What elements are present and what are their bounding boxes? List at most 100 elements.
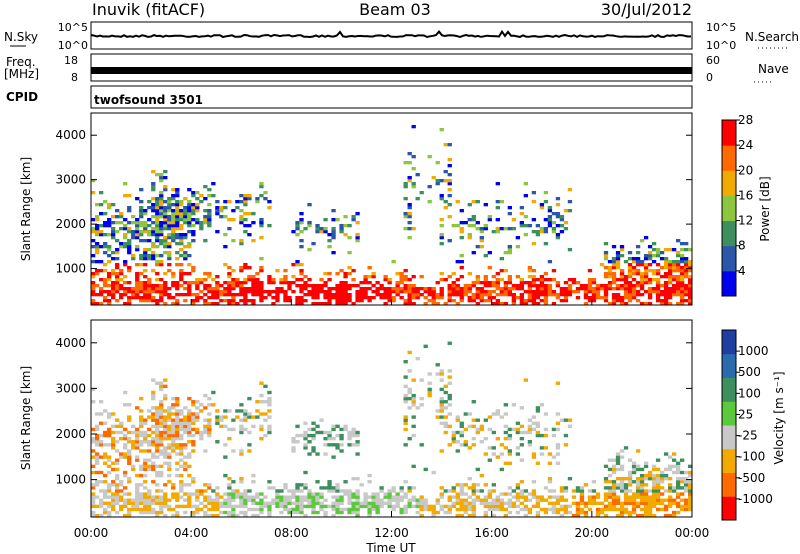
- heatmap-cell: [179, 418, 184, 422]
- heatmap-cell: [167, 233, 172, 237]
- heatmap-cell: [159, 510, 164, 515]
- heatmap-cell: [199, 507, 204, 512]
- heatmap-cell: [175, 251, 180, 255]
- heatmap-cell: [471, 299, 476, 303]
- heatmap-cell: [119, 421, 124, 425]
- heatmap-cell: [203, 489, 208, 493]
- heatmap-cell: [507, 251, 512, 255]
- heatmap-cell: [395, 498, 400, 502]
- heatmap-cell: [471, 510, 476, 515]
- heatmap-cell: [191, 480, 196, 484]
- heatmap-cell: [459, 287, 464, 291]
- heatmap-cell: [227, 287, 232, 291]
- heatmap-cell: [607, 272, 613, 276]
- heatmap-cell: [223, 473, 228, 478]
- heatmap-cell: [211, 287, 216, 291]
- x-tick-label: 08:00: [274, 526, 309, 540]
- heatmap-cell: [459, 254, 464, 258]
- heatmap-cell: [451, 495, 456, 499]
- heatmap-cell: [247, 194, 252, 198]
- heatmap-cell: [303, 446, 308, 450]
- heatmap-cell: [311, 446, 316, 450]
- heatmap-cell: [531, 421, 537, 425]
- heatmap-cell: [563, 489, 569, 493]
- heatmap-cell: [631, 480, 637, 484]
- heatmap-cell: [207, 486, 212, 490]
- heatmap-cell: [567, 287, 573, 291]
- heatmap-cell: [603, 513, 609, 518]
- colorbar-tick-label: 28: [738, 113, 753, 127]
- heatmap-cell: [547, 489, 553, 493]
- heatmap-cell: [535, 287, 541, 291]
- heatmap-cell: [683, 507, 689, 512]
- heatmap-cell: [295, 227, 300, 231]
- heatmap-cell: [575, 281, 581, 285]
- heatmap-cell: [519, 507, 525, 512]
- heatmap-cell: [119, 424, 124, 429]
- heatmap-cell: [215, 440, 220, 444]
- heatmap-cell: [215, 206, 220, 210]
- heatmap-cell: [379, 498, 384, 502]
- heatmap-cell: [651, 467, 657, 472]
- heatmap-cell: [455, 224, 460, 228]
- heatmap-cell: [379, 486, 384, 490]
- heatmap-cell: [207, 430, 212, 435]
- heatmap-cell: [247, 299, 252, 303]
- heatmap-cell: [687, 492, 693, 496]
- heatmap-cell: [615, 467, 621, 472]
- heatmap-cell: [143, 504, 148, 509]
- heatmap-cell: [307, 293, 312, 297]
- heatmap-cell: [135, 272, 140, 276]
- heatmap-cell: [507, 501, 512, 505]
- heatmap-cell: [403, 421, 408, 425]
- heatmap-cell: [259, 299, 264, 303]
- heatmap-cell: [671, 293, 677, 297]
- heatmap-cell: [103, 409, 108, 413]
- heatmap-cell: [91, 464, 96, 469]
- heatmap-cell: [111, 290, 116, 294]
- heatmap-cell: [387, 293, 392, 297]
- heatmap-cell: [191, 449, 196, 453]
- heatmap-cell: [119, 245, 124, 249]
- heatmap-cell: [239, 498, 244, 502]
- heatmap-cell: [243, 218, 248, 222]
- heatmap-cell: [159, 440, 164, 444]
- heatmap-cell: [591, 489, 597, 493]
- heatmap-cell: [159, 470, 164, 475]
- heatmap-cell: [679, 269, 685, 273]
- heatmap-cell: [139, 230, 144, 234]
- heatmap-cell: [115, 498, 120, 502]
- heatmap-cell: [407, 179, 412, 183]
- heatmap-cell: [415, 501, 420, 505]
- heatmap-cell: [143, 473, 148, 478]
- heatmap-cell: [159, 260, 164, 264]
- heatmap-cell: [127, 440, 132, 444]
- heatmap-cell: [535, 501, 541, 505]
- heatmap-cell: [575, 287, 581, 291]
- heatmap-cell: [351, 433, 356, 438]
- heatmap-cell: [427, 287, 432, 291]
- heatmap-cell: [583, 284, 589, 288]
- heatmap-cell: [631, 293, 637, 297]
- heatmap-cell: [147, 501, 152, 505]
- heatmap-cell: [291, 507, 296, 512]
- heatmap-cell: [423, 498, 428, 502]
- heatmap-cell: [607, 302, 613, 306]
- heatmap-cell: [111, 492, 116, 496]
- heatmap-cell: [343, 299, 348, 303]
- heatmap-cell: [563, 287, 569, 291]
- heatmap-cell: [227, 492, 232, 496]
- heatmap-cell: [207, 218, 212, 222]
- heatmap-cell: [679, 257, 685, 261]
- heatmap-cell: [435, 302, 440, 306]
- heatmap-cell: [251, 495, 256, 499]
- heatmap-cell: [647, 507, 653, 512]
- heatmap-cell: [543, 287, 549, 291]
- heatmap-cell: [247, 412, 252, 416]
- heatmap-cell: [167, 251, 172, 255]
- heatmap-cell: [127, 510, 132, 515]
- heatmap-cell: [407, 406, 412, 410]
- heatmap-cell: [631, 296, 637, 300]
- heatmap-cell: [223, 498, 228, 502]
- heatmap-cell: [383, 501, 388, 505]
